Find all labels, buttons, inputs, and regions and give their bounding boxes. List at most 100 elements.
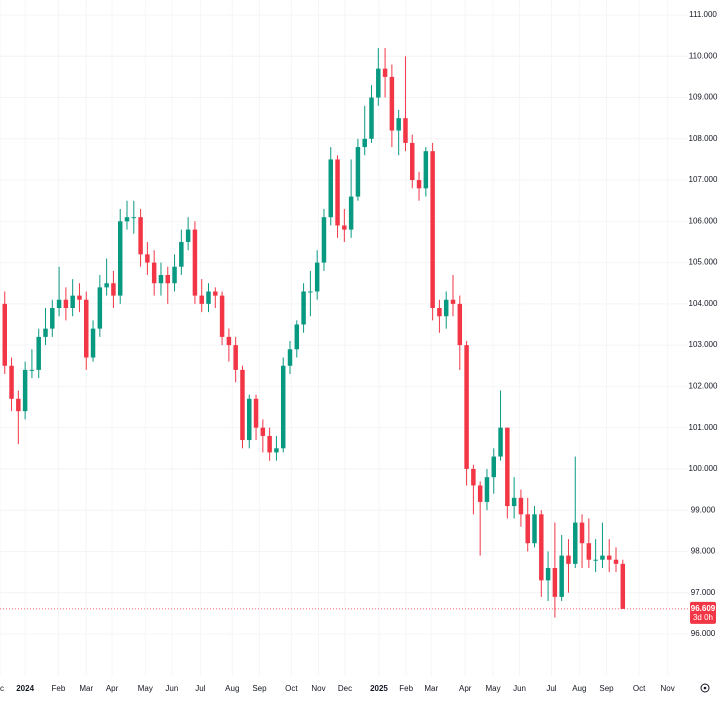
x-tick-label: Oct — [285, 684, 298, 693]
candle-body — [525, 514, 530, 544]
candle-body — [579, 522, 585, 544]
x-tick-label: Aug — [225, 684, 239, 693]
x-tick-label: Oct — [633, 684, 646, 693]
candle-body — [355, 147, 361, 197]
y-tick-label: 108.000 — [689, 134, 718, 143]
candle-body — [22, 369, 28, 412]
candle-body — [566, 555, 571, 564]
candle-body — [280, 365, 286, 449]
candle-body — [287, 349, 293, 366]
settings-ring[interactable] — [700, 683, 710, 693]
candle-body — [457, 303, 463, 346]
x-tick-label: Nov — [311, 684, 325, 693]
candle-body — [369, 97, 374, 139]
candle-body — [240, 369, 245, 441]
y-tick-label: 105.000 — [689, 258, 718, 267]
x-tick-label: Apr — [459, 684, 472, 693]
y-tick-label: 106.000 — [689, 216, 718, 225]
candle-body — [294, 324, 300, 350]
candle-body — [63, 299, 69, 308]
x-tick-label: Mar — [424, 684, 438, 693]
candle-body — [70, 295, 75, 308]
candle-body — [471, 468, 476, 486]
x-tick-label: Dec — [338, 684, 352, 693]
y-tick-label: 100.000 — [689, 464, 718, 473]
y-tick-label: 99.000 — [691, 505, 716, 514]
candle-body — [206, 291, 211, 304]
settings-dot[interactable] — [703, 686, 707, 690]
candle-body — [314, 262, 320, 292]
candle-body — [165, 274, 170, 284]
candle-body — [342, 225, 347, 230]
candle-body — [9, 365, 14, 399]
y-tick-label: 107.000 — [689, 175, 718, 184]
candle-body — [443, 299, 449, 317]
y-tick-label: 104.000 — [689, 299, 718, 308]
x-tick-label: Jun — [165, 684, 178, 693]
x-tick-label: Feb — [399, 684, 413, 693]
candle-body — [396, 118, 401, 131]
x-tick-label: 2024 — [16, 684, 34, 693]
price-label: 96.609 — [691, 604, 716, 613]
candle-body — [199, 295, 204, 304]
candle-body — [301, 291, 306, 325]
candle-body — [545, 567, 551, 581]
candle-body — [16, 398, 21, 412]
candle-body — [226, 336, 232, 346]
candle-body — [423, 151, 429, 189]
candle-body — [600, 555, 605, 560]
candle-body — [539, 514, 544, 581]
candle-body — [484, 477, 490, 502]
candle-body — [321, 217, 327, 263]
candle-body — [247, 398, 252, 441]
candle-body — [573, 522, 578, 564]
candle-body — [179, 241, 184, 267]
x-tick-label: May — [138, 684, 153, 693]
candle-body — [389, 76, 395, 131]
x-tick-label: May — [486, 684, 501, 693]
candle-body — [606, 555, 612, 560]
candle-body — [403, 118, 408, 143]
y-tick-label: 111.000 — [689, 10, 717, 19]
candle-body — [518, 497, 524, 515]
x-tick-label: Sep — [599, 684, 614, 693]
x-tick-label: Mar — [79, 684, 93, 693]
candle-body — [308, 291, 313, 293]
candle-body — [593, 559, 598, 561]
candle-body — [410, 142, 415, 181]
x-tick-label: Feb — [52, 684, 66, 693]
candle-body — [328, 159, 333, 218]
candle-body — [124, 217, 130, 222]
settings-icon[interactable] — [700, 683, 710, 693]
candle-body — [145, 254, 150, 263]
price-label-box — [690, 601, 716, 624]
candle-body — [90, 328, 96, 358]
candle-body — [274, 448, 279, 453]
x-tick-label: Jun — [513, 684, 526, 693]
candle-body — [532, 514, 537, 544]
candle-body — [267, 435, 272, 453]
candle-body — [620, 563, 626, 609]
candle-body — [430, 151, 435, 308]
y-tick-label: 97.000 — [691, 588, 716, 597]
candle-body — [185, 229, 191, 242]
candle-body — [77, 295, 82, 300]
candle-body — [43, 328, 48, 337]
candle-body — [559, 555, 564, 597]
candle-body — [104, 283, 109, 288]
candle-body — [97, 287, 103, 329]
candle-body — [117, 221, 123, 296]
countdown-label: 3d 0h — [693, 613, 713, 622]
candle-body — [586, 543, 592, 560]
candle-body — [382, 68, 388, 77]
candle-body — [36, 336, 41, 370]
candle-body — [192, 229, 198, 296]
y-tick-label: 98.000 — [691, 547, 716, 556]
candle-body — [464, 345, 469, 469]
candle-body — [491, 456, 496, 478]
x-tick-label: Sep — [252, 684, 267, 693]
candle-body — [498, 427, 503, 457]
candle-body — [511, 497, 517, 507]
candle-body — [505, 427, 510, 507]
